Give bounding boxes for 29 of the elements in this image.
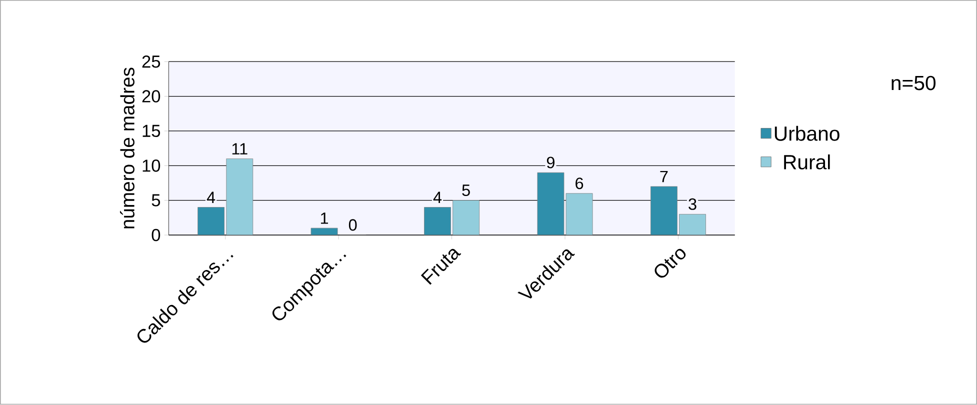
data-label: 1 (320, 212, 328, 224)
bar (650, 186, 678, 236)
data-label: 9 (546, 156, 554, 168)
data-label: 5 (462, 184, 470, 196)
bar (452, 200, 480, 236)
legend-label: Urbano (774, 126, 840, 141)
data-label: 0 (348, 219, 357, 231)
data-label: 7 (660, 171, 668, 182)
y-tick-label: 0 (152, 229, 160, 242)
data-label: 3 (688, 198, 696, 210)
legend-label: Rural (784, 154, 830, 170)
bar (198, 207, 225, 236)
data-label: 11 (232, 143, 248, 155)
data-label: 6 (576, 178, 584, 190)
y-axis-title: número de madres (120, 68, 134, 228)
x-tick-label: Otro (654, 249, 686, 278)
data-label: 4 (433, 192, 442, 204)
data-label: 4 (206, 192, 216, 204)
y-tick-label: 20 (142, 90, 160, 103)
bar (424, 207, 451, 236)
bar (226, 158, 254, 236)
y-tick-label: 5 (152, 194, 160, 207)
y-tick-label: 15 (142, 125, 160, 138)
bar (537, 172, 564, 236)
bar (679, 214, 706, 236)
y-tick-label: 25 (142, 56, 160, 68)
text: n=50 (892, 76, 936, 90)
bar (566, 193, 593, 236)
y-tick-label: 10 (142, 160, 160, 172)
